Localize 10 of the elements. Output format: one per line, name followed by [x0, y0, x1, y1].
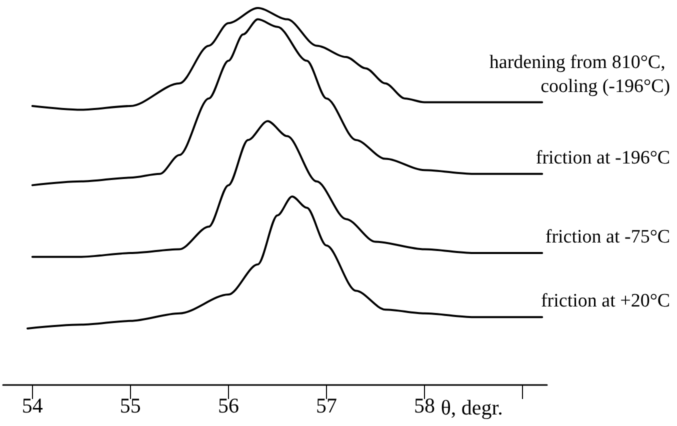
x-axis-title: θ, degr.	[440, 396, 503, 420]
x-tick-label: 57	[316, 394, 337, 418]
series-label: friction at +20°C	[540, 290, 670, 312]
series-label: hardening from 810°C, cooling (-196°C)	[489, 52, 670, 97]
x-tick-label: 56	[218, 394, 239, 418]
series-label: friction at -75°C	[545, 226, 670, 248]
x-tick-label: 54	[22, 394, 44, 418]
x-tick-label: 58	[414, 394, 435, 418]
x-tick-label: 55	[120, 394, 141, 418]
series-label: friction at -196°C	[536, 147, 670, 168]
